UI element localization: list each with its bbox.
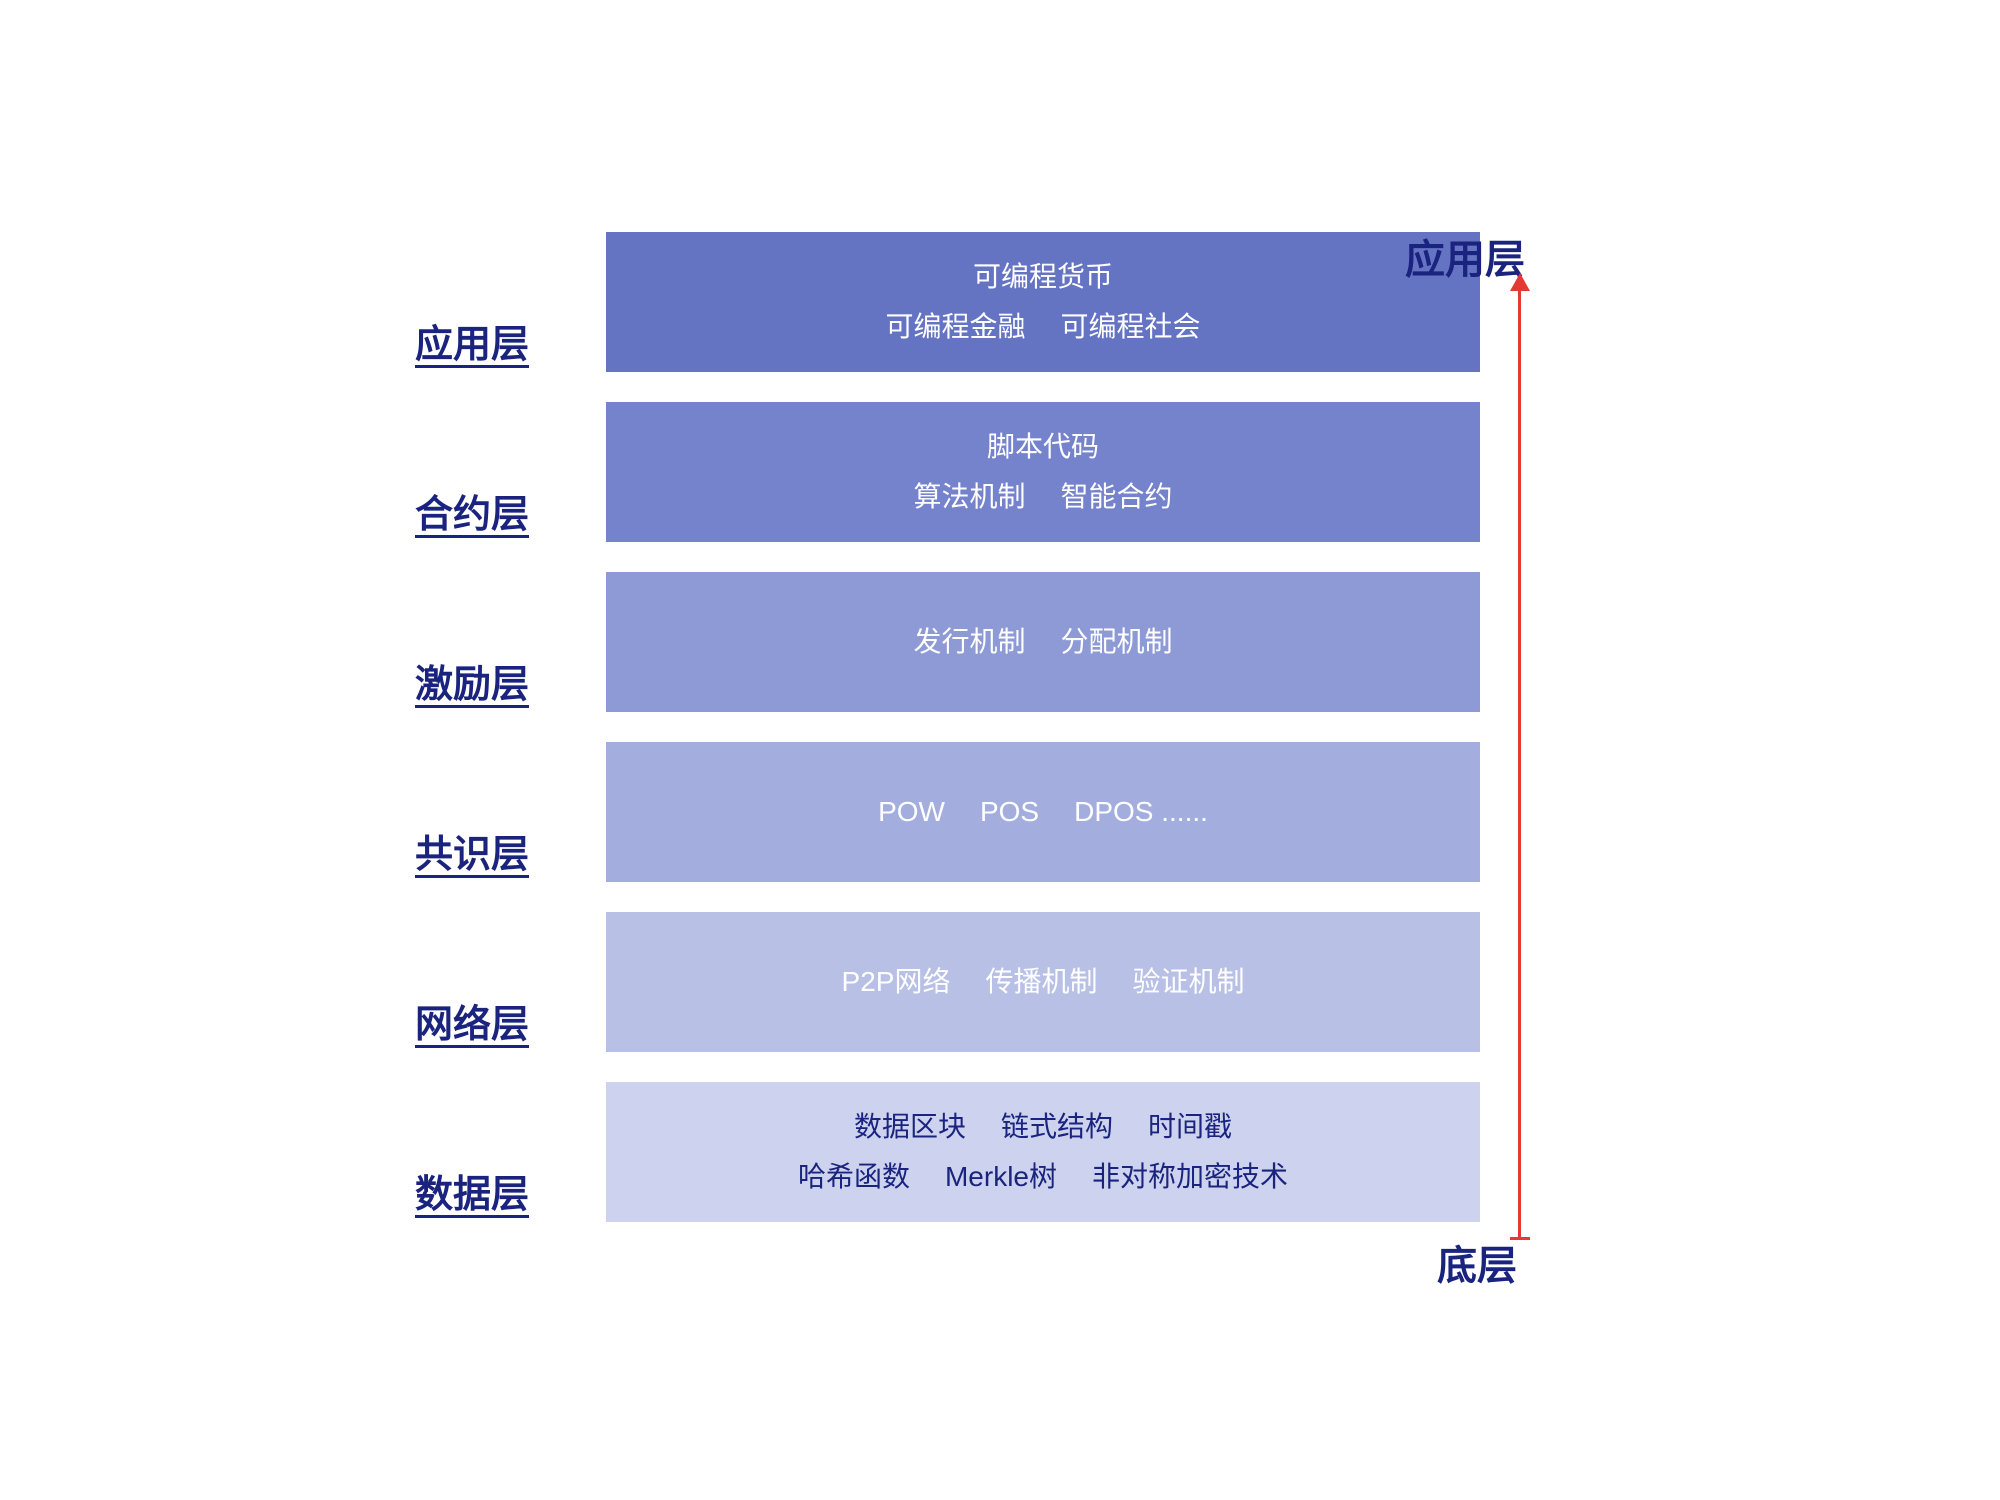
layer-item: 验证机制 [1132,957,1244,1007]
layer-item: 算法机制 [913,472,1025,522]
layer-content-line: 可编程金融可编程社会 [885,302,1200,352]
layer-item: 脚本代码 [987,422,1099,472]
layer-item: 可编程社会 [1061,302,1201,352]
layer-block: 脚本代码算法机制智能合约 [606,402,1480,542]
layer-block: 发行机制分配机制 [606,572,1480,712]
layer-item: 非对称加密技术 [1092,1152,1288,1202]
layer-content-line: 发行机制分配机制 [913,617,1172,667]
layer-content-line: 算法机制智能合约 [913,472,1172,522]
arrow-top-label: 应用层 [1405,227,1525,285]
layer-item: 数据区块 [854,1102,966,1152]
layer-item: DPOS ...... [1074,787,1208,837]
layer-label: 应用层 [380,313,600,372]
layer-row: 数据层数据区块链式结构时间戳哈希函数Merkle树非对称加密技术 [380,1082,1480,1222]
layer-label: 合约层 [380,483,600,542]
layer-label: 共识层 [380,823,600,882]
arrow-line [1518,285,1521,1240]
layer-block: P2P网络传播机制验证机制 [606,912,1480,1052]
layer-content-line: 数据区块链式结构时间戳 [854,1102,1232,1152]
layer-item: P2P网络 [842,957,951,1007]
layer-item: 可编程金融 [885,302,1025,352]
layer-item: POW [878,787,945,837]
layer-row: 共识层 POW POS DPOS ...... [380,742,1480,882]
layer-item: 分配机制 [1061,617,1173,667]
layer-item: Merkle树 [945,1152,1057,1202]
layer-content-line: POW POS DPOS ...... [878,787,1208,837]
layer-block: 数据区块链式结构时间戳哈希函数Merkle树非对称加密技术 [606,1082,1480,1222]
layer-row: 应用层可编程货币可编程金融可编程社会 [380,232,1480,372]
layer-item: 发行机制 [913,617,1025,667]
layer-item: 传播机制 [985,957,1097,1007]
layer-content-line: 哈希函数 Merkle树非对称加密技术 [798,1152,1288,1202]
layer-content-line: P2P网络传播机制验证机制 [842,957,1245,1007]
layer-block: 可编程货币可编程金融可编程社会 [606,232,1480,372]
layer-label: 网络层 [380,993,600,1052]
layer-item: POS [980,787,1039,837]
arrow-bottom-label: 底层 [1437,1233,1517,1291]
layer-item: 链式结构 [1001,1102,1113,1152]
layer-content-line: 可编程货币 [973,252,1113,302]
side-arrow: 应用层 底层 [1500,245,1680,1285]
layer-row: 网络层 P2P网络传播机制验证机制 [380,912,1480,1052]
layer-item: 时间戳 [1148,1102,1232,1152]
blockchain-layer-diagram: 应用层可编程货币可编程金融可编程社会合约层脚本代码算法机制智能合约激励层发行机制… [380,232,1480,1252]
layer-row: 合约层脚本代码算法机制智能合约 [380,402,1480,542]
layer-item: 可编程货币 [973,252,1113,302]
layer-row: 激励层 发行机制分配机制 [380,572,1480,712]
layer-block: POW POS DPOS ...... [606,742,1480,882]
layer-content-line: 脚本代码 [987,422,1099,472]
layer-item: 智能合约 [1061,472,1173,522]
layer-label: 激励层 [380,653,600,712]
layer-item: 哈希函数 [798,1152,910,1202]
layer-label: 数据层 [380,1163,600,1222]
